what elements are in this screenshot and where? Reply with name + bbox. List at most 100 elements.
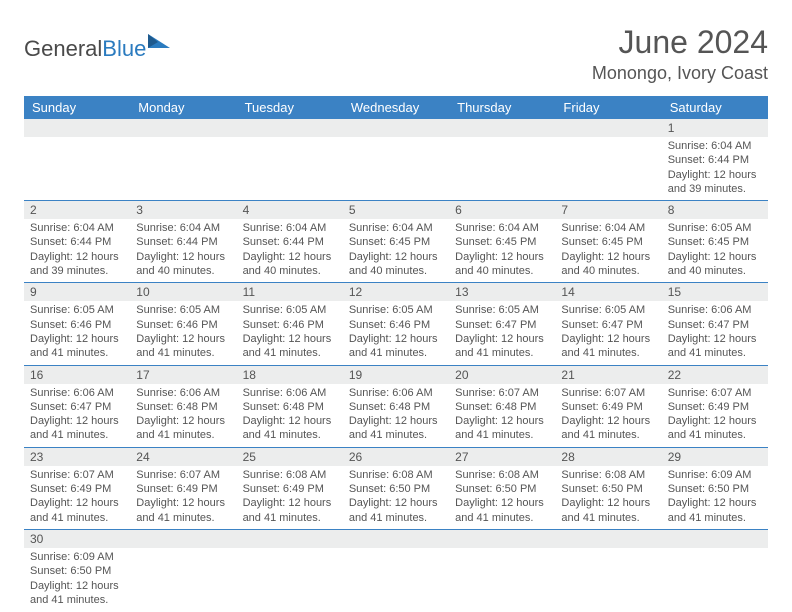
- day-number: 10: [130, 283, 236, 301]
- day-number: [237, 530, 343, 548]
- day-number: 14: [555, 283, 661, 301]
- day-data: [555, 137, 661, 200]
- day-data-row: Sunrise: 6:05 AMSunset: 6:46 PMDaylight:…: [24, 301, 768, 364]
- day-data: Sunrise: 6:06 AMSunset: 6:48 PMDaylight:…: [237, 384, 343, 447]
- day-number: [449, 530, 555, 548]
- day-number: [555, 530, 661, 548]
- day-number: 23: [24, 448, 130, 466]
- day-data: [343, 137, 449, 200]
- day-data: Sunrise: 6:08 AMSunset: 6:50 PMDaylight:…: [449, 466, 555, 529]
- logo-text: GeneralBlue: [24, 36, 146, 62]
- day-data: [449, 137, 555, 200]
- day-data: Sunrise: 6:08 AMSunset: 6:49 PMDaylight:…: [237, 466, 343, 529]
- day-number-row: 2345678: [24, 201, 768, 219]
- day-number: 13: [449, 283, 555, 301]
- day-number: [555, 119, 661, 137]
- day-data: Sunrise: 6:07 AMSunset: 6:49 PMDaylight:…: [555, 384, 661, 447]
- day-number: [130, 530, 236, 548]
- day-data: Sunrise: 6:05 AMSunset: 6:47 PMDaylight:…: [555, 301, 661, 364]
- day-number: 24: [130, 448, 236, 466]
- day-data: Sunrise: 6:05 AMSunset: 6:46 PMDaylight:…: [343, 301, 449, 364]
- day-number: 20: [449, 366, 555, 384]
- day-data-row: Sunrise: 6:09 AMSunset: 6:50 PMDaylight:…: [24, 548, 768, 611]
- day-number-row: 30: [24, 530, 768, 548]
- day-data: Sunrise: 6:06 AMSunset: 6:48 PMDaylight:…: [130, 384, 236, 447]
- day-data: Sunrise: 6:07 AMSunset: 6:49 PMDaylight:…: [662, 384, 768, 447]
- day-number: 17: [130, 366, 236, 384]
- day-number: 25: [237, 448, 343, 466]
- day-data: Sunrise: 6:05 AMSunset: 6:46 PMDaylight:…: [130, 301, 236, 364]
- day-data: Sunrise: 6:05 AMSunset: 6:47 PMDaylight:…: [449, 301, 555, 364]
- day-number: 26: [343, 448, 449, 466]
- title-block: June 2024 Monongo, Ivory Coast: [592, 24, 768, 84]
- day-number: 6: [449, 201, 555, 219]
- day-data: [24, 137, 130, 200]
- logo-text-general: General: [24, 36, 102, 61]
- day-number: 21: [555, 366, 661, 384]
- day-data-row: Sunrise: 6:07 AMSunset: 6:49 PMDaylight:…: [24, 466, 768, 529]
- week-block: 1Sunrise: 6:04 AMSunset: 6:44 PMDaylight…: [24, 119, 768, 201]
- day-number: 9: [24, 283, 130, 301]
- day-data: [237, 548, 343, 611]
- day-data: Sunrise: 6:04 AMSunset: 6:44 PMDaylight:…: [130, 219, 236, 282]
- day-data: [130, 548, 236, 611]
- day-data: Sunrise: 6:04 AMSunset: 6:44 PMDaylight:…: [662, 137, 768, 200]
- day-header: Thursday: [449, 96, 555, 119]
- day-number: 5: [343, 201, 449, 219]
- day-data: Sunrise: 6:06 AMSunset: 6:47 PMDaylight:…: [24, 384, 130, 447]
- day-header: Tuesday: [237, 96, 343, 119]
- day-number: [449, 119, 555, 137]
- day-data: Sunrise: 6:08 AMSunset: 6:50 PMDaylight:…: [555, 466, 661, 529]
- day-number: 2: [24, 201, 130, 219]
- day-data: Sunrise: 6:04 AMSunset: 6:45 PMDaylight:…: [343, 219, 449, 282]
- day-number: 1: [662, 119, 768, 137]
- month-title: June 2024: [592, 24, 768, 61]
- day-data: [449, 548, 555, 611]
- day-data: [130, 137, 236, 200]
- day-data-row: Sunrise: 6:04 AMSunset: 6:44 PMDaylight:…: [24, 137, 768, 200]
- day-number: 4: [237, 201, 343, 219]
- day-number: 7: [555, 201, 661, 219]
- day-number: 30: [24, 530, 130, 548]
- day-number-row: 23242526272829: [24, 448, 768, 466]
- day-data: [555, 548, 661, 611]
- day-data: Sunrise: 6:05 AMSunset: 6:46 PMDaylight:…: [24, 301, 130, 364]
- day-header: Friday: [555, 96, 661, 119]
- day-data: [662, 548, 768, 611]
- day-header: Wednesday: [343, 96, 449, 119]
- day-number: 11: [237, 283, 343, 301]
- day-number-row: 16171819202122: [24, 366, 768, 384]
- day-data: Sunrise: 6:08 AMSunset: 6:50 PMDaylight:…: [343, 466, 449, 529]
- day-header: Sunday: [24, 96, 130, 119]
- day-number: [662, 530, 768, 548]
- day-number: [237, 119, 343, 137]
- header: GeneralBlue June 2024 Monongo, Ivory Coa…: [24, 24, 768, 84]
- day-number: 15: [662, 283, 768, 301]
- day-number: 12: [343, 283, 449, 301]
- day-data: Sunrise: 6:05 AMSunset: 6:46 PMDaylight:…: [237, 301, 343, 364]
- day-data: Sunrise: 6:09 AMSunset: 6:50 PMDaylight:…: [662, 466, 768, 529]
- calendar: SundayMondayTuesdayWednesdayThursdayFrid…: [24, 96, 768, 611]
- day-data: Sunrise: 6:07 AMSunset: 6:48 PMDaylight:…: [449, 384, 555, 447]
- logo-text-blue: Blue: [102, 36, 146, 61]
- calendar-page: GeneralBlue June 2024 Monongo, Ivory Coa…: [0, 0, 792, 611]
- day-data: [237, 137, 343, 200]
- day-number: [343, 530, 449, 548]
- day-number: [343, 119, 449, 137]
- day-data: Sunrise: 6:04 AMSunset: 6:44 PMDaylight:…: [237, 219, 343, 282]
- day-data: Sunrise: 6:04 AMSunset: 6:44 PMDaylight:…: [24, 219, 130, 282]
- day-number: 3: [130, 201, 236, 219]
- weeks-container: 1Sunrise: 6:04 AMSunset: 6:44 PMDaylight…: [24, 119, 768, 611]
- day-header: Saturday: [662, 96, 768, 119]
- week-block: 30Sunrise: 6:09 AMSunset: 6:50 PMDayligh…: [24, 530, 768, 611]
- day-number-row: 1: [24, 119, 768, 137]
- day-number: [130, 119, 236, 137]
- day-data: Sunrise: 6:06 AMSunset: 6:48 PMDaylight:…: [343, 384, 449, 447]
- day-number: 18: [237, 366, 343, 384]
- flag-icon: [148, 32, 174, 55]
- day-data: Sunrise: 6:04 AMSunset: 6:45 PMDaylight:…: [449, 219, 555, 282]
- day-data-row: Sunrise: 6:04 AMSunset: 6:44 PMDaylight:…: [24, 219, 768, 282]
- week-block: 2345678Sunrise: 6:04 AMSunset: 6:44 PMDa…: [24, 201, 768, 283]
- day-data: Sunrise: 6:06 AMSunset: 6:47 PMDaylight:…: [662, 301, 768, 364]
- week-block: 9101112131415Sunrise: 6:05 AMSunset: 6:4…: [24, 283, 768, 365]
